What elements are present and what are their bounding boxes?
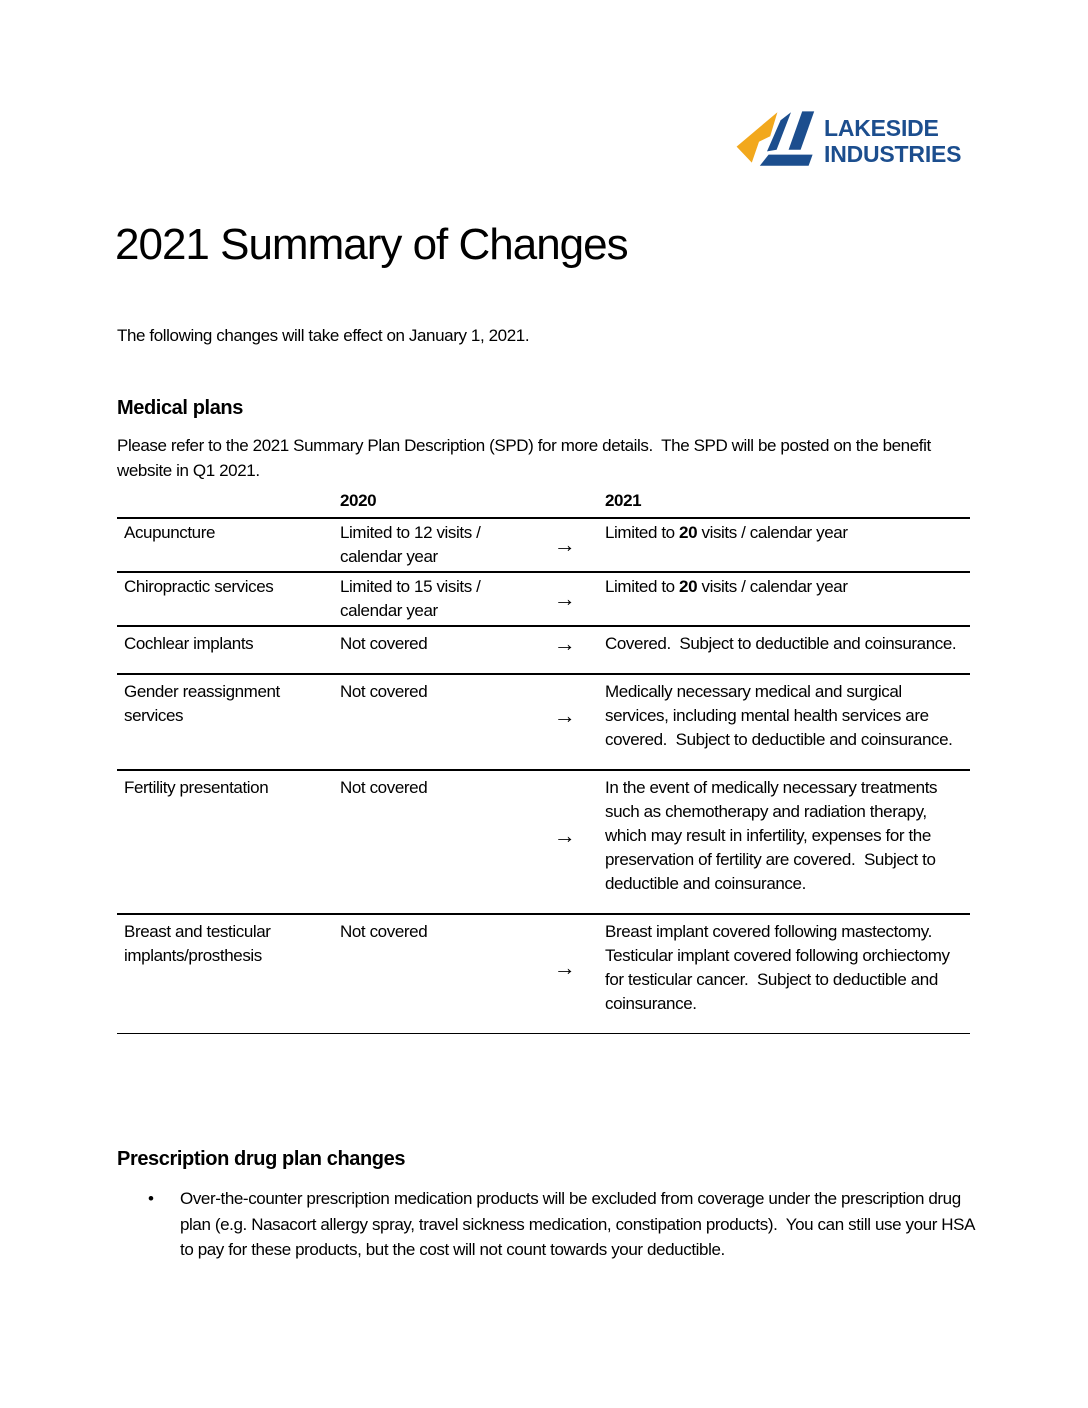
- header-arrow-spacer: [540, 488, 605, 519]
- service-label: Cochlear implants: [117, 626, 340, 675]
- logo-line1: LAKESIDE: [824, 115, 939, 141]
- coverage-2020: Not covered: [340, 674, 540, 771]
- medical-plans-description: Please refer to the 2021 Summary Plan De…: [117, 436, 936, 480]
- logo-line2: INDUSTRIES: [824, 141, 962, 167]
- logo-wordmark: LAKESIDE INDUSTRIES: [824, 115, 961, 167]
- company-logo: LAKESIDE INDUSTRIES: [735, 109, 961, 173]
- coverage-2020: Not covered: [340, 914, 540, 1034]
- service-label: Gender reassignment services: [117, 674, 340, 771]
- change-arrow-icon: →: [540, 518, 605, 573]
- header-2020: 2020: [340, 488, 540, 519]
- coverage-2021: Covered. Subject to deductible and coins…: [605, 626, 970, 675]
- lakeside-arrow-icon: [735, 109, 815, 173]
- service-label: Chiropractic services: [117, 572, 340, 627]
- rx-bullet-text: Over-the-counter prescription medication…: [180, 1189, 979, 1259]
- coverage-2020: Not covered: [340, 626, 540, 675]
- header-2021: 2021: [605, 488, 970, 519]
- medical-table-body: Acupuncture Limited to 12 visits / calen…: [117, 518, 970, 1034]
- table-row: Chiropractic services Limited to 15 visi…: [117, 572, 970, 627]
- medical-plans-heading: Medical plans: [117, 397, 243, 419]
- rx-changes-heading: Prescription drug plan changes: [117, 1148, 406, 1170]
- header-service: [117, 488, 340, 519]
- coverage-2020: Limited to 15 visits / calendar year: [340, 572, 540, 627]
- change-arrow-icon: →: [540, 770, 605, 915]
- table-row: Cochlear implants Not covered → Covered.…: [117, 626, 970, 675]
- service-label: Acupuncture: [117, 518, 340, 573]
- table-row: Fertility presentation Not covered → In …: [117, 770, 970, 915]
- table-row: Acupuncture Limited to 12 visits / calen…: [117, 518, 970, 573]
- list-item: • Over-the-counter prescription medicati…: [117, 1186, 983, 1263]
- change-arrow-icon: →: [540, 572, 605, 627]
- medical-changes-table: 2020 2021 Acupuncture Limited to 12 visi…: [117, 488, 970, 1034]
- coverage-2021: In the event of medically necessary trea…: [605, 770, 970, 915]
- change-arrow-icon: →: [540, 914, 605, 1034]
- coverage-2021: Limited to 20 visits / calendar year: [605, 518, 970, 573]
- table-header-row: 2020 2021: [117, 488, 970, 519]
- coverage-2020: Limited to 12 visits / calendar year: [340, 518, 540, 573]
- table-row: Gender reassignment services Not covered…: [117, 674, 970, 771]
- coverage-2021: Medically necessary medical and surgical…: [605, 674, 970, 771]
- page-title: 2021 Summary of Changes: [115, 220, 629, 269]
- table-row: Breast and testicular implants/prosthesi…: [117, 914, 970, 1034]
- intro-text: The following changes will take effect o…: [117, 326, 530, 345]
- coverage-2021: Breast implant covered following mastect…: [605, 914, 970, 1034]
- change-arrow-icon: →: [540, 626, 605, 675]
- service-label: Breast and testicular implants/prosthesi…: [117, 914, 340, 1034]
- service-label: Fertility presentation: [117, 770, 340, 915]
- coverage-2021: Limited to 20 visits / calendar year: [605, 572, 970, 627]
- coverage-2020: Not covered: [340, 770, 540, 915]
- bullet-icon: •: [148, 1189, 154, 1208]
- change-arrow-icon: →: [540, 674, 605, 771]
